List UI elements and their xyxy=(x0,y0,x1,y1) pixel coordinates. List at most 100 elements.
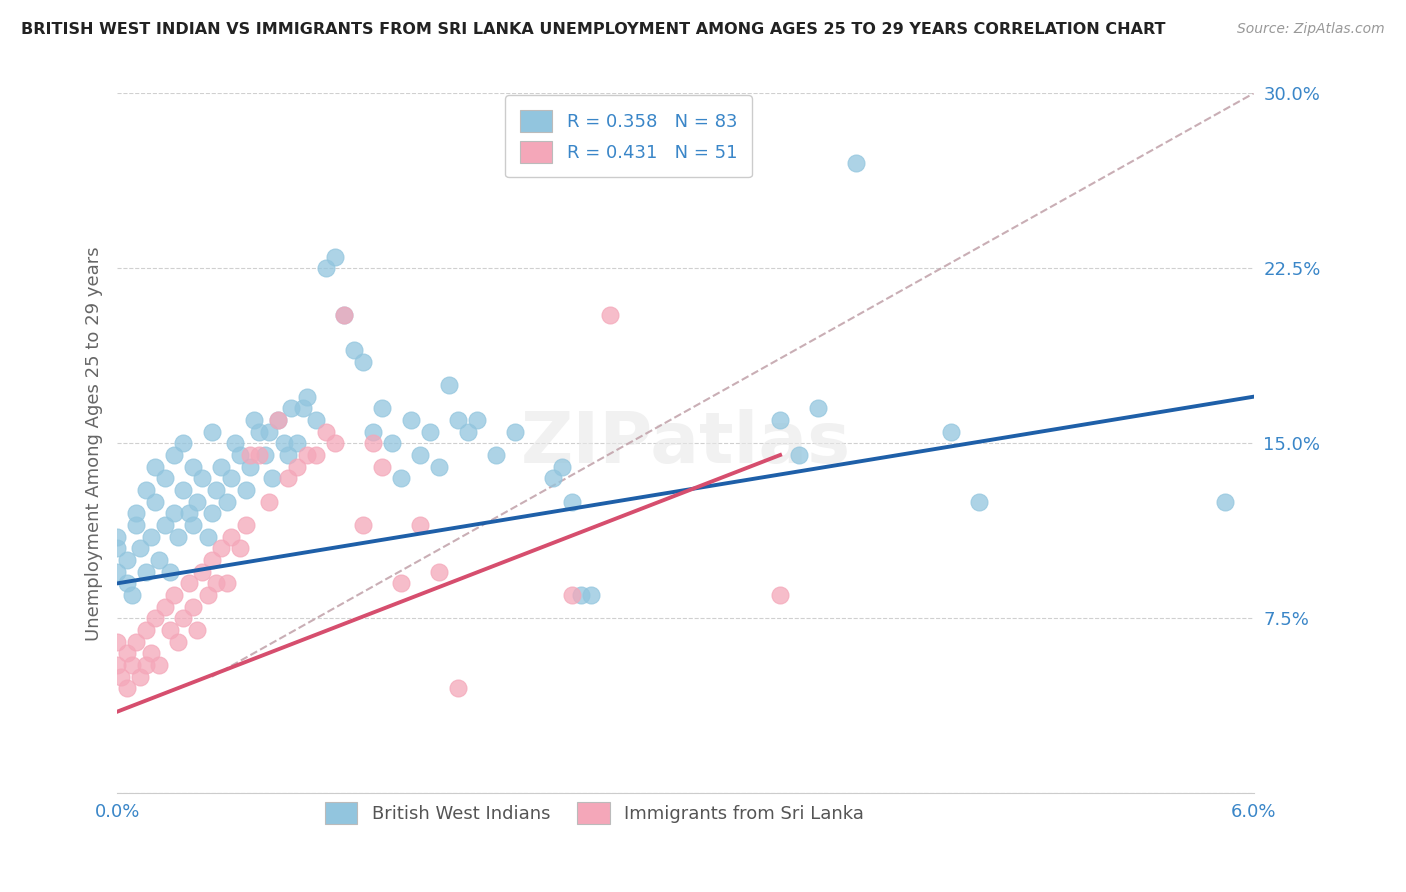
Point xyxy=(409,448,432,462)
Point xyxy=(447,681,470,696)
Point xyxy=(172,436,194,450)
Point xyxy=(361,425,384,439)
Point xyxy=(179,576,201,591)
Point xyxy=(121,658,143,673)
Point xyxy=(285,436,308,450)
Text: Source: ZipAtlas.com: Source: ZipAtlas.com xyxy=(1237,22,1385,37)
Point xyxy=(209,541,232,556)
Legend: British West Indians, Immigrants from Sri Lanka: British West Indians, Immigrants from Sr… xyxy=(316,793,873,833)
Point xyxy=(569,588,592,602)
Point xyxy=(541,471,564,485)
Point xyxy=(135,483,157,497)
Point xyxy=(437,378,460,392)
Point xyxy=(561,494,583,508)
Point xyxy=(143,459,166,474)
Point xyxy=(787,448,810,462)
Point xyxy=(159,623,181,637)
Point xyxy=(105,565,128,579)
Point xyxy=(110,670,132,684)
Point xyxy=(277,471,299,485)
Point xyxy=(219,471,242,485)
Point xyxy=(141,646,163,660)
Point xyxy=(186,623,208,637)
Point xyxy=(267,413,290,427)
Point xyxy=(295,448,318,462)
Point xyxy=(172,483,194,497)
Point xyxy=(166,634,188,648)
Point xyxy=(159,565,181,579)
Point xyxy=(235,483,257,497)
Point xyxy=(135,565,157,579)
Point xyxy=(204,483,226,497)
Point xyxy=(371,459,394,474)
Point xyxy=(361,436,384,450)
Y-axis label: Unemployment Among Ages 25 to 29 years: Unemployment Among Ages 25 to 29 years xyxy=(86,246,103,640)
Point xyxy=(143,611,166,625)
Text: BRITISH WEST INDIAN VS IMMIGRANTS FROM SRI LANKA UNEMPLOYMENT AMONG AGES 25 TO 2: BRITISH WEST INDIAN VS IMMIGRANTS FROM S… xyxy=(21,22,1166,37)
Point xyxy=(503,425,526,439)
Point xyxy=(561,588,583,602)
Point xyxy=(215,576,238,591)
Point xyxy=(201,507,224,521)
Point xyxy=(163,588,186,602)
Point xyxy=(409,518,432,533)
Point xyxy=(485,448,508,462)
Point xyxy=(1213,494,1236,508)
Point xyxy=(333,308,356,322)
Point xyxy=(769,413,792,427)
Point xyxy=(343,343,366,357)
Point xyxy=(465,413,488,427)
Point xyxy=(305,413,328,427)
Point xyxy=(389,471,412,485)
Point xyxy=(280,401,302,416)
Point xyxy=(381,436,404,450)
Point xyxy=(125,634,148,648)
Point xyxy=(148,658,170,673)
Point xyxy=(967,494,990,508)
Point xyxy=(197,530,219,544)
Point xyxy=(427,459,450,474)
Point xyxy=(242,413,264,427)
Point xyxy=(285,459,308,474)
Point xyxy=(239,448,262,462)
Point xyxy=(105,530,128,544)
Point xyxy=(105,658,128,673)
Point xyxy=(447,413,470,427)
Point xyxy=(389,576,412,591)
Point xyxy=(153,471,176,485)
Point xyxy=(204,576,226,591)
Point xyxy=(163,507,186,521)
Point xyxy=(105,634,128,648)
Point xyxy=(457,425,479,439)
Point xyxy=(399,413,422,427)
Point xyxy=(427,565,450,579)
Point xyxy=(352,518,374,533)
Point xyxy=(181,599,204,614)
Point xyxy=(153,599,176,614)
Point xyxy=(371,401,394,416)
Point xyxy=(215,494,238,508)
Point xyxy=(277,448,299,462)
Point xyxy=(352,354,374,368)
Point xyxy=(273,436,295,450)
Point xyxy=(172,611,194,625)
Point xyxy=(305,448,328,462)
Text: ZIPatlas: ZIPatlas xyxy=(520,409,851,478)
Point xyxy=(845,156,868,170)
Point xyxy=(115,553,138,567)
Point xyxy=(235,518,257,533)
Point xyxy=(121,588,143,602)
Point xyxy=(551,459,574,474)
Point xyxy=(129,670,152,684)
Point xyxy=(115,576,138,591)
Point xyxy=(129,541,152,556)
Point xyxy=(315,261,337,276)
Point xyxy=(247,448,270,462)
Point xyxy=(323,436,346,450)
Point xyxy=(323,250,346,264)
Point xyxy=(191,471,214,485)
Point xyxy=(267,413,290,427)
Point xyxy=(125,518,148,533)
Point xyxy=(939,425,962,439)
Point xyxy=(253,448,276,462)
